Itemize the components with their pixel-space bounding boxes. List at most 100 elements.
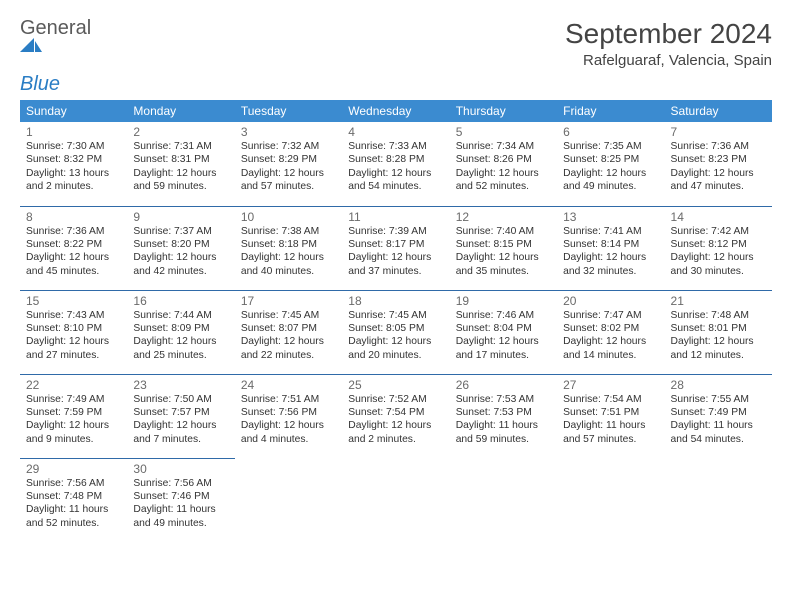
day-number: 7: [671, 125, 766, 139]
month-title: September 2024: [565, 18, 772, 50]
sunrise-text: Sunrise: 7:32 AM: [241, 140, 336, 153]
day-number: 15: [26, 294, 121, 308]
calendar-day-cell: 19Sunrise: 7:46 AMSunset: 8:04 PMDayligh…: [450, 290, 557, 374]
day-number: 19: [456, 294, 551, 308]
calendar-empty-cell: [450, 458, 557, 542]
sunrise-text: Sunrise: 7:30 AM: [26, 140, 121, 153]
sunset-text: Sunset: 7:48 PM: [26, 490, 121, 503]
page-header: General Blue September 2024 Rafelguaraf,…: [20, 18, 772, 94]
calendar-day-cell: 12Sunrise: 7:40 AMSunset: 8:15 PMDayligh…: [450, 206, 557, 290]
day-number: 24: [241, 378, 336, 392]
sunrise-text: Sunrise: 7:35 AM: [563, 140, 658, 153]
daylight-text: Daylight: 12 hours and 42 minutes.: [133, 251, 228, 278]
sunrise-text: Sunrise: 7:46 AM: [456, 309, 551, 322]
calendar-week-row: 29Sunrise: 7:56 AMSunset: 7:48 PMDayligh…: [20, 458, 772, 542]
day-number: 8: [26, 210, 121, 224]
day-number: 26: [456, 378, 551, 392]
day-number: 27: [563, 378, 658, 392]
day-number: 16: [133, 294, 228, 308]
sunrise-text: Sunrise: 7:33 AM: [348, 140, 443, 153]
day-number: 9: [133, 210, 228, 224]
sunrise-text: Sunrise: 7:54 AM: [563, 393, 658, 406]
daylight-text: Daylight: 12 hours and 20 minutes.: [348, 335, 443, 362]
sunrise-text: Sunrise: 7:56 AM: [26, 477, 121, 490]
daylight-text: Daylight: 12 hours and 47 minutes.: [671, 167, 766, 194]
calendar-day-cell: 8Sunrise: 7:36 AMSunset: 8:22 PMDaylight…: [20, 206, 127, 290]
day-number: 12: [456, 210, 551, 224]
daylight-text: Daylight: 12 hours and 17 minutes.: [456, 335, 551, 362]
logo-text: General Blue: [20, 18, 91, 94]
daylight-text: Daylight: 12 hours and 49 minutes.: [563, 167, 658, 194]
sunset-text: Sunset: 8:09 PM: [133, 322, 228, 335]
day-header-row: SundayMondayTuesdayWednesdayThursdayFrid…: [20, 100, 772, 122]
sunset-text: Sunset: 8:28 PM: [348, 153, 443, 166]
calendar-table: SundayMondayTuesdayWednesdayThursdayFrid…: [20, 100, 772, 542]
calendar-day-cell: 21Sunrise: 7:48 AMSunset: 8:01 PMDayligh…: [665, 290, 772, 374]
location: Rafelguaraf, Valencia, Spain: [565, 52, 772, 69]
calendar-day-cell: 30Sunrise: 7:56 AMSunset: 7:46 PMDayligh…: [127, 458, 234, 542]
day-number: 22: [26, 378, 121, 392]
sunset-text: Sunset: 7:54 PM: [348, 406, 443, 419]
daylight-text: Daylight: 12 hours and 32 minutes.: [563, 251, 658, 278]
sunrise-text: Sunrise: 7:36 AM: [671, 140, 766, 153]
calendar-empty-cell: [665, 458, 772, 542]
day-header-monday: Monday: [127, 100, 234, 122]
sunset-text: Sunset: 8:23 PM: [671, 153, 766, 166]
sunset-text: Sunset: 8:05 PM: [348, 322, 443, 335]
sunset-text: Sunset: 7:59 PM: [26, 406, 121, 419]
day-header-friday: Friday: [557, 100, 664, 122]
title-block: September 2024 Rafelguaraf, Valencia, Sp…: [565, 18, 772, 69]
sunset-text: Sunset: 8:15 PM: [456, 238, 551, 251]
day-number: 10: [241, 210, 336, 224]
day-header-saturday: Saturday: [665, 100, 772, 122]
daylight-text: Daylight: 11 hours and 54 minutes.: [671, 419, 766, 446]
sunset-text: Sunset: 7:49 PM: [671, 406, 766, 419]
sunset-text: Sunset: 8:26 PM: [456, 153, 551, 166]
sunset-text: Sunset: 8:14 PM: [563, 238, 658, 251]
day-header-tuesday: Tuesday: [235, 100, 342, 122]
sunrise-text: Sunrise: 7:36 AM: [26, 225, 121, 238]
daylight-text: Daylight: 11 hours and 57 minutes.: [563, 419, 658, 446]
sunset-text: Sunset: 8:12 PM: [671, 238, 766, 251]
sunset-text: Sunset: 7:46 PM: [133, 490, 228, 503]
sunrise-text: Sunrise: 7:40 AM: [456, 225, 551, 238]
calendar-day-cell: 28Sunrise: 7:55 AMSunset: 7:49 PMDayligh…: [665, 374, 772, 458]
calendar-day-cell: 6Sunrise: 7:35 AMSunset: 8:25 PMDaylight…: [557, 122, 664, 206]
calendar-day-cell: 18Sunrise: 7:45 AMSunset: 8:05 PMDayligh…: [342, 290, 449, 374]
day-number: 14: [671, 210, 766, 224]
logo-sail-icon: [20, 38, 91, 54]
logo-word2: Blue: [20, 73, 60, 95]
sunset-text: Sunset: 7:51 PM: [563, 406, 658, 419]
sunset-text: Sunset: 8:31 PM: [133, 153, 228, 166]
day-header-sunday: Sunday: [20, 100, 127, 122]
sunset-text: Sunset: 8:20 PM: [133, 238, 228, 251]
daylight-text: Daylight: 12 hours and 52 minutes.: [456, 167, 551, 194]
day-number: 29: [26, 462, 121, 476]
day-number: 20: [563, 294, 658, 308]
logo-word1: General: [20, 17, 91, 39]
day-number: 1: [26, 125, 121, 139]
calendar-day-cell: 9Sunrise: 7:37 AMSunset: 8:20 PMDaylight…: [127, 206, 234, 290]
daylight-text: Daylight: 12 hours and 4 minutes.: [241, 419, 336, 446]
sunrise-text: Sunrise: 7:38 AM: [241, 225, 336, 238]
sunrise-text: Sunrise: 7:48 AM: [671, 309, 766, 322]
sunrise-text: Sunrise: 7:42 AM: [671, 225, 766, 238]
calendar-day-cell: 15Sunrise: 7:43 AMSunset: 8:10 PMDayligh…: [20, 290, 127, 374]
sunset-text: Sunset: 8:01 PM: [671, 322, 766, 335]
calendar-day-cell: 16Sunrise: 7:44 AMSunset: 8:09 PMDayligh…: [127, 290, 234, 374]
calendar-day-cell: 2Sunrise: 7:31 AMSunset: 8:31 PMDaylight…: [127, 122, 234, 206]
daylight-text: Daylight: 11 hours and 52 minutes.: [26, 503, 121, 530]
calendar-day-cell: 13Sunrise: 7:41 AMSunset: 8:14 PMDayligh…: [557, 206, 664, 290]
day-header-thursday: Thursday: [450, 100, 557, 122]
daylight-text: Daylight: 12 hours and 9 minutes.: [26, 419, 121, 446]
day-number: 13: [563, 210, 658, 224]
daylight-text: Daylight: 12 hours and 35 minutes.: [456, 251, 551, 278]
sunset-text: Sunset: 8:32 PM: [26, 153, 121, 166]
day-number: 23: [133, 378, 228, 392]
day-number: 21: [671, 294, 766, 308]
sunset-text: Sunset: 7:53 PM: [456, 406, 551, 419]
sunrise-text: Sunrise: 7:51 AM: [241, 393, 336, 406]
calendar-day-cell: 14Sunrise: 7:42 AMSunset: 8:12 PMDayligh…: [665, 206, 772, 290]
calendar-week-row: 1Sunrise: 7:30 AMSunset: 8:32 PM Daylight…: [20, 122, 772, 206]
sunset-text: Sunset: 8:18 PM: [241, 238, 336, 251]
